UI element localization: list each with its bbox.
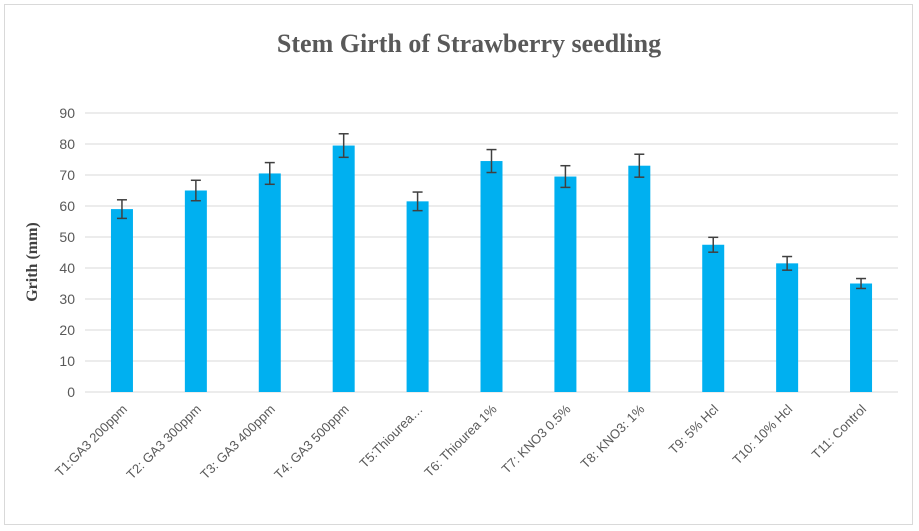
y-tick-label: 50: [59, 229, 75, 245]
error-bar: [190, 179, 201, 202]
y-tick-labels: 0 10 20 30 40 50 60 70 80 90: [59, 105, 75, 400]
error-bar: [634, 153, 645, 178]
y-tick-label: 0: [67, 384, 75, 400]
y-tick-label: 70: [59, 167, 75, 183]
bar: [850, 283, 873, 392]
y-tick-label: 20: [59, 322, 75, 338]
y-tick-label: 40: [59, 260, 75, 276]
y-tick-label: 10: [59, 353, 75, 369]
error-bar: [486, 148, 497, 174]
error-bar: [338, 133, 349, 159]
x-tick-label: T2: GA3 300ppm: [123, 402, 204, 483]
bar: [332, 145, 355, 392]
x-tick-label: T10: 10% Hcl: [729, 401, 795, 467]
error-bar: [560, 164, 571, 189]
bar: [406, 201, 429, 392]
chart-title: Stem Girth of Strawberry seedling: [277, 29, 661, 58]
chart-frame: [4, 4, 913, 525]
y-tick-label: 90: [59, 105, 75, 121]
x-tick-label: T3: GA3 400ppm: [197, 402, 278, 483]
bar: [110, 209, 133, 392]
x-tick-label: T6: Thiourea 1%: [421, 401, 500, 480]
error-bar: [116, 199, 127, 220]
x-tick-label: T1:GA3 200ppm: [52, 402, 130, 480]
bar: [628, 165, 651, 392]
error-bar: [264, 161, 275, 186]
x-tick-label: T11: Control: [809, 401, 870, 462]
bar: [702, 244, 725, 392]
y-tick-label: 60: [59, 198, 75, 214]
bar: [480, 161, 503, 392]
y-axis-label: Grith (mm): [24, 222, 41, 302]
bar: [258, 173, 281, 392]
error-bars: [116, 133, 867, 290]
bars: [110, 145, 873, 392]
x-tick-label: T7: KNO3 0.5%: [499, 401, 574, 476]
x-tick-label: T4: GA3 500ppm: [271, 402, 352, 483]
bar: [184, 190, 207, 392]
y-tick-label: 30: [59, 291, 75, 307]
y-tick-label: 80: [59, 136, 75, 152]
x-tick-label: T9: 5% Hcl: [666, 401, 722, 457]
bar: [554, 176, 577, 392]
gridlines: [85, 112, 898, 393]
x-tick-label: T8: KNO3: 1%: [578, 401, 648, 471]
error-bar: [782, 255, 793, 271]
x-tick-label: T5:Thiourea…: [356, 402, 425, 471]
error-bar: [412, 191, 423, 212]
error-bar: [856, 277, 867, 290]
error-bar: [708, 236, 719, 253]
bar: [776, 263, 799, 392]
